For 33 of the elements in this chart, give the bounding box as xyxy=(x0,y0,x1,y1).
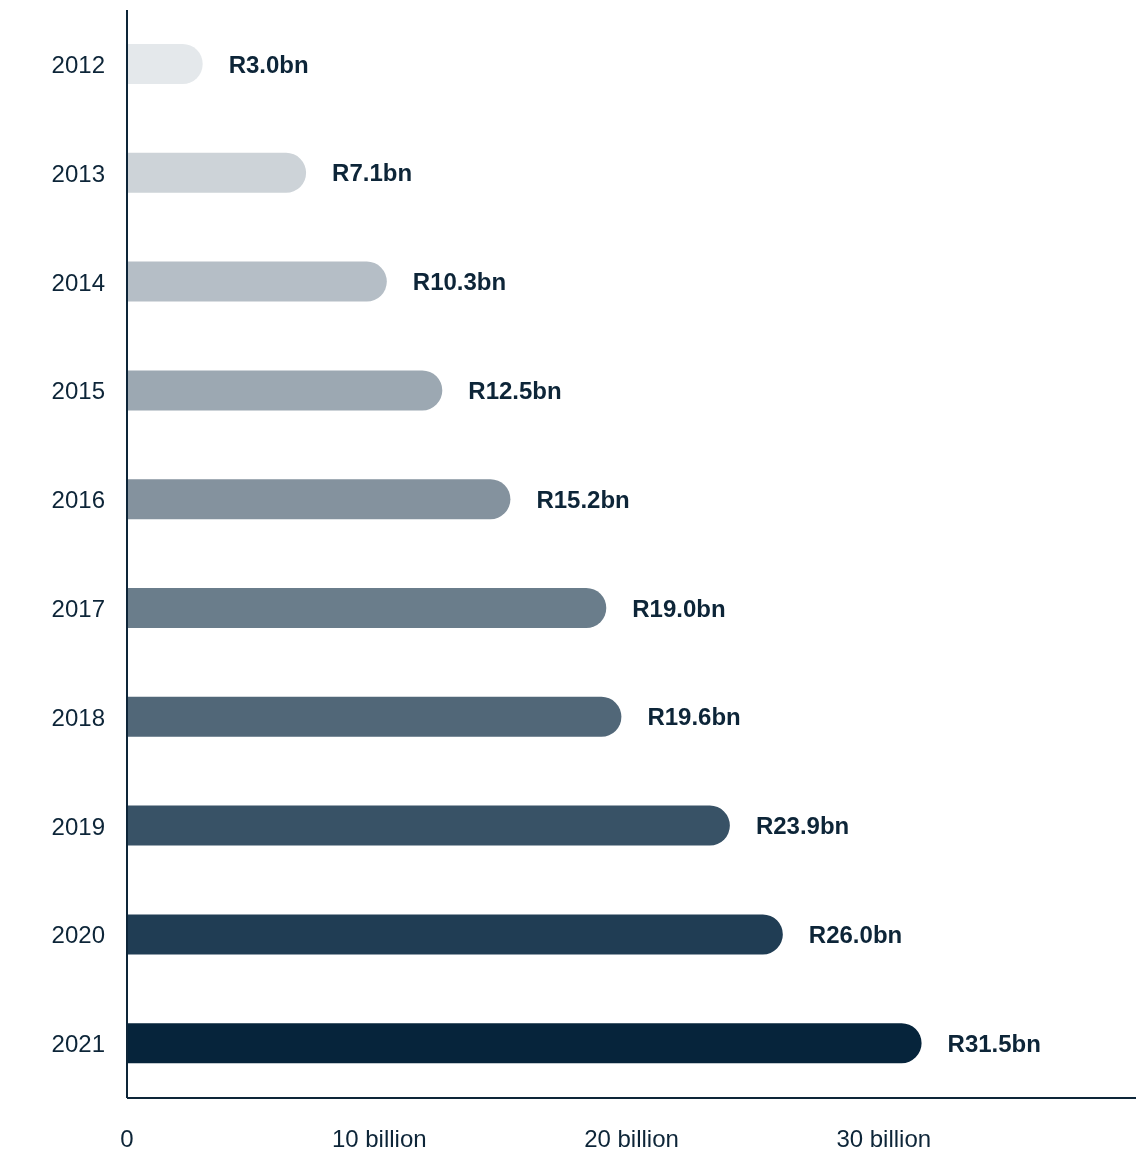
y-tick-label: 2017 xyxy=(51,594,105,622)
y-tick-label: 2019 xyxy=(51,812,105,840)
data-label: R3.0bn xyxy=(228,50,309,78)
data-label: R31.5bn xyxy=(947,1029,1041,1057)
bar xyxy=(127,479,511,520)
y-tick-label: 2015 xyxy=(51,377,105,405)
x-tick-label: 0 xyxy=(120,1125,134,1153)
bar xyxy=(127,261,387,302)
y-tick-label: 2018 xyxy=(51,703,105,731)
bar xyxy=(127,914,783,955)
bar xyxy=(127,44,203,84)
data-label: R7.1bn xyxy=(332,159,413,187)
y-tick-label: 2013 xyxy=(51,159,105,187)
bar xyxy=(127,696,622,737)
x-tick-label: 30 billion xyxy=(836,1125,932,1153)
data-label: R23.9bn xyxy=(755,812,850,840)
y-tick-label: 2021 xyxy=(51,1030,105,1058)
bar xyxy=(127,805,730,846)
y-tick-label: 2012 xyxy=(51,50,105,78)
data-label: R10.3bn xyxy=(412,268,507,296)
data-label: R19.0bn xyxy=(632,594,726,622)
x-tick-label: 20 billion xyxy=(584,1125,679,1153)
bar xyxy=(127,370,443,411)
data-label: R12.5bn xyxy=(468,376,562,404)
y-tick-label: 2020 xyxy=(51,921,105,949)
y-tick-label: 2014 xyxy=(51,268,105,296)
bar xyxy=(127,588,607,628)
x-tick-label: 10 billion xyxy=(331,1125,427,1153)
bar xyxy=(127,152,307,193)
data-label: R15.2bn xyxy=(536,485,630,513)
data-label: R19.6bn xyxy=(647,703,741,731)
data-label: R26.0bn xyxy=(808,920,903,948)
y-tick-label: 2016 xyxy=(51,486,105,514)
